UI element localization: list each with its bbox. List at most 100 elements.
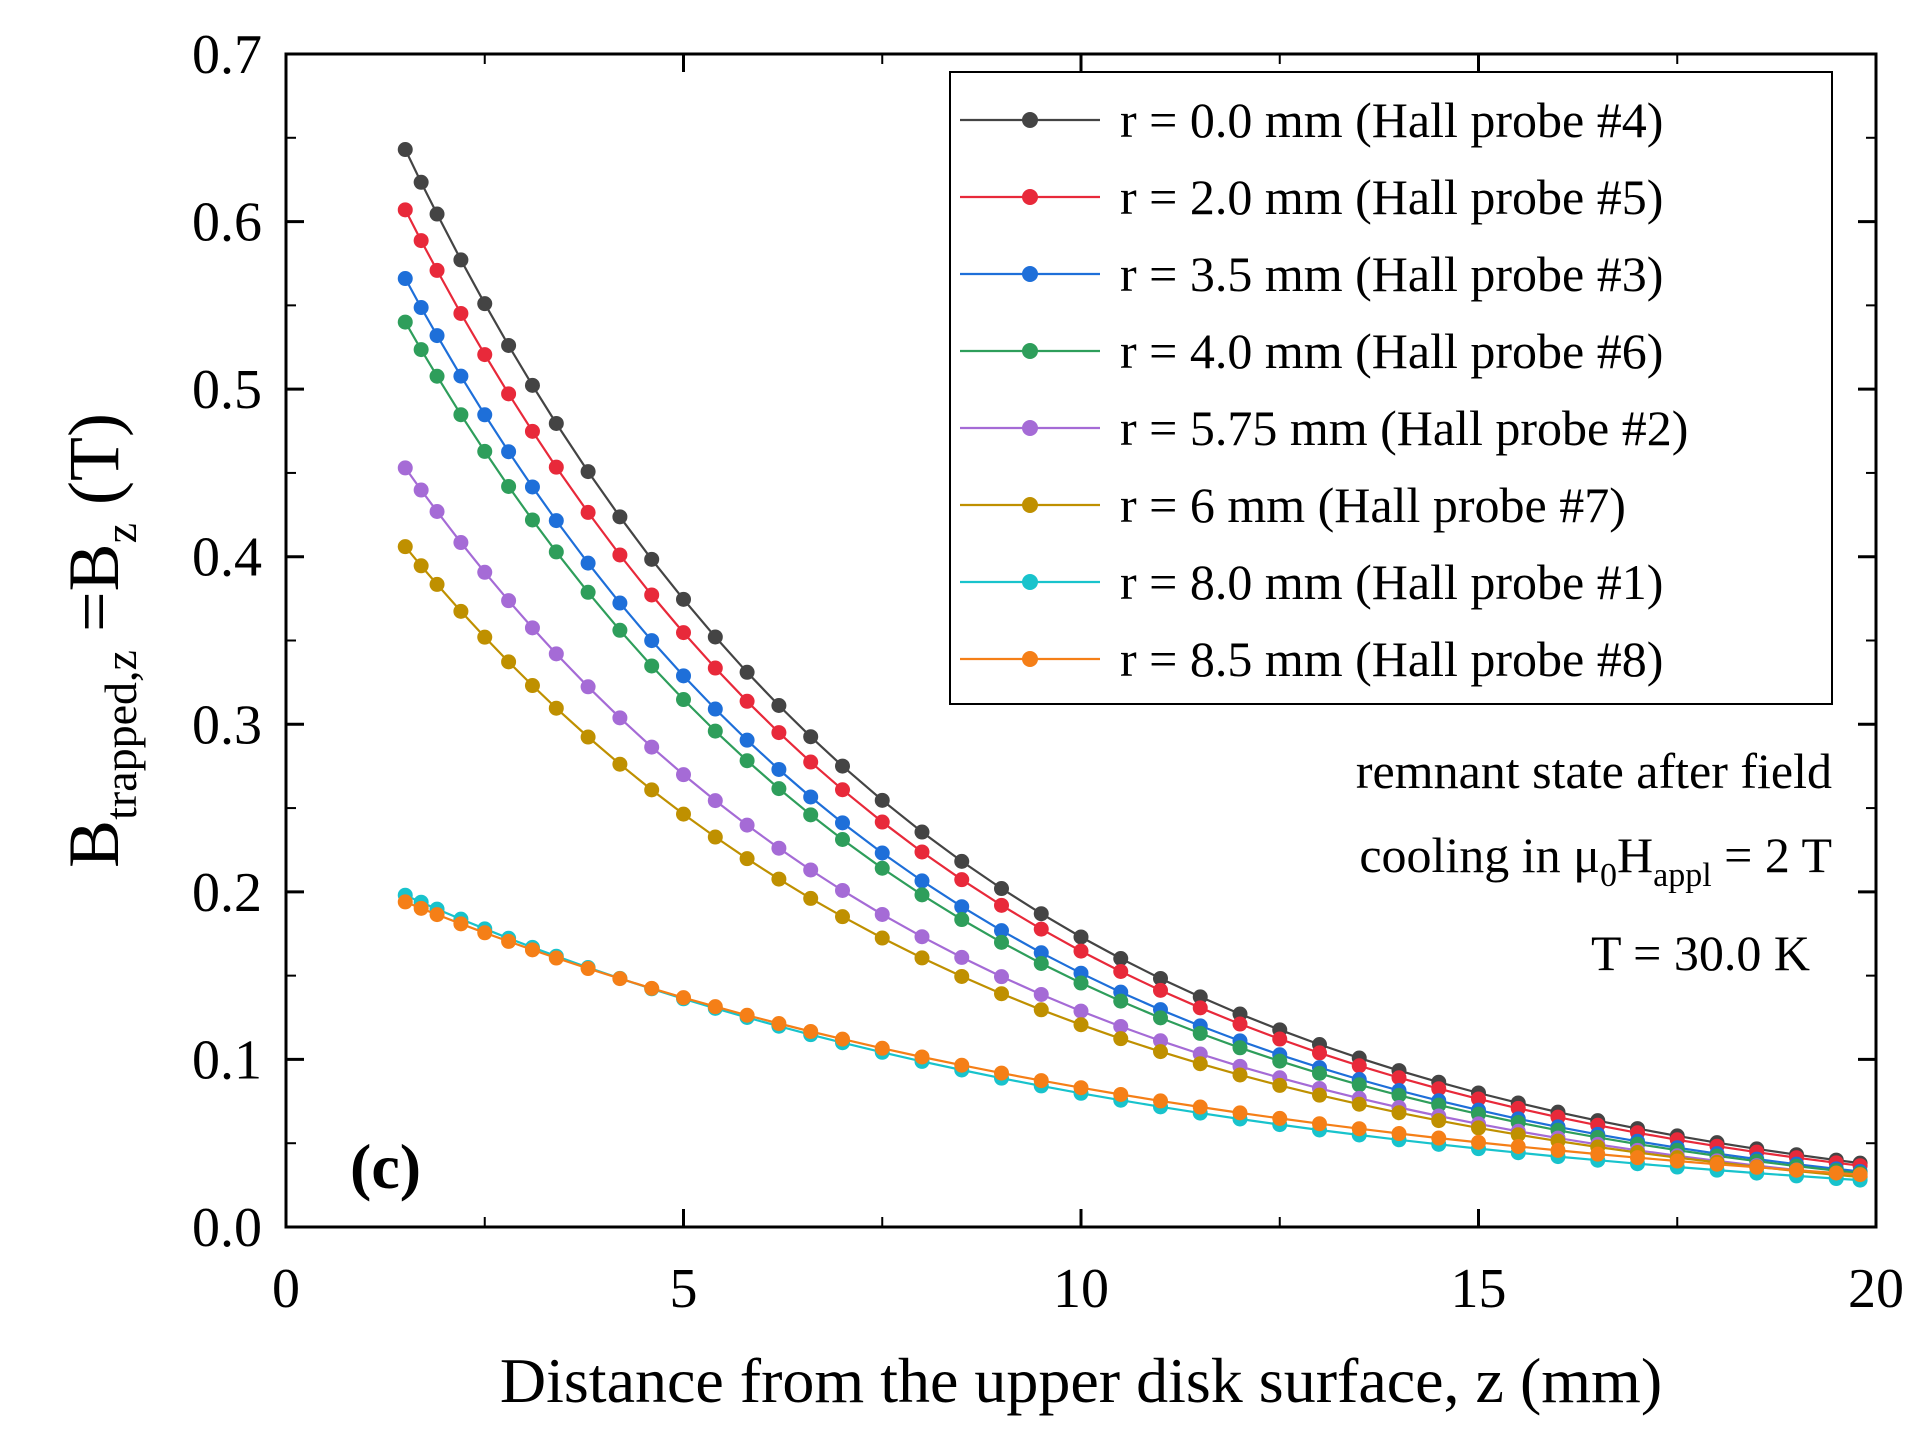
x-tick-label: 20 xyxy=(1848,1258,1904,1320)
data-point xyxy=(1312,1065,1327,1081)
data-point xyxy=(1073,929,1089,945)
data-point xyxy=(914,824,930,840)
data-point xyxy=(580,961,596,977)
series-8 xyxy=(397,894,1868,1183)
data-point xyxy=(914,1049,930,1065)
y-tick-label: 0.1 xyxy=(192,1029,262,1091)
data-point xyxy=(835,1031,850,1047)
data-point xyxy=(397,142,413,158)
annotation-line-3: T = 30.0 K xyxy=(1591,925,1810,981)
data-point xyxy=(739,732,755,748)
data-point xyxy=(1232,1040,1248,1056)
data-point xyxy=(1153,1010,1168,1026)
legend-label: r = 3.5 mm (Hall probe #3) xyxy=(1120,246,1663,302)
data-point xyxy=(477,443,493,459)
data-point xyxy=(914,844,930,860)
data-point xyxy=(580,584,596,600)
data-point xyxy=(803,862,819,878)
data-point xyxy=(644,658,660,674)
data-point xyxy=(707,999,723,1015)
y-axis-title: Btrapped,z =Bz (T) xyxy=(54,413,146,868)
legend-swatch-marker xyxy=(1022,266,1038,282)
data-point xyxy=(771,761,787,777)
data-point xyxy=(954,899,970,915)
data-point xyxy=(453,916,469,932)
data-point xyxy=(1471,1120,1486,1136)
data-point xyxy=(453,368,469,384)
y-tick-label: 0.2 xyxy=(192,862,262,924)
data-point xyxy=(501,478,517,494)
data-point xyxy=(1033,1002,1049,1018)
data-point xyxy=(1749,1159,1765,1175)
data-point xyxy=(1590,1146,1606,1162)
data-point xyxy=(580,555,596,571)
data-point xyxy=(1431,1113,1447,1129)
legend-item: r = 0.0 mm (Hall probe #4) xyxy=(960,92,1663,148)
data-point xyxy=(644,782,660,798)
data-point xyxy=(644,587,660,603)
data-point xyxy=(548,950,564,966)
data-point xyxy=(548,415,564,431)
data-point xyxy=(612,971,628,987)
data-point xyxy=(1153,1044,1168,1060)
data-point xyxy=(501,593,517,609)
data-point xyxy=(835,832,850,848)
data-point xyxy=(771,725,787,741)
data-point xyxy=(835,909,850,925)
data-point xyxy=(477,629,493,645)
data-point xyxy=(1312,1116,1327,1132)
data-point xyxy=(874,930,890,946)
data-point xyxy=(874,1040,890,1056)
data-point xyxy=(1153,1093,1168,1109)
y-tick-label: 0.4 xyxy=(192,527,262,589)
data-point xyxy=(1073,1003,1089,1019)
annotation: remnant state after field cooling in μ0H… xyxy=(1356,743,1832,981)
data-point xyxy=(739,817,755,833)
annotation-line-1: remnant state after field xyxy=(1356,743,1832,799)
data-point xyxy=(954,912,970,928)
legend-label: r = 0.0 mm (Hall probe #4) xyxy=(1120,92,1663,148)
data-point xyxy=(676,767,691,783)
data-point xyxy=(477,925,493,941)
data-point xyxy=(1073,975,1089,991)
data-point xyxy=(1033,955,1049,971)
data-point xyxy=(994,986,1009,1002)
legend-label: r = 6 mm (Hall probe #7) xyxy=(1120,477,1626,533)
data-point xyxy=(1113,1086,1129,1102)
data-point xyxy=(1272,1077,1288,1093)
data-point xyxy=(1232,1105,1248,1121)
data-point xyxy=(803,807,819,823)
data-point xyxy=(453,305,469,321)
legend-label: r = 4.0 mm (Hall probe #6) xyxy=(1120,323,1663,379)
data-point xyxy=(707,629,723,645)
data-point xyxy=(477,296,493,312)
y-tick-label: 0.6 xyxy=(192,192,262,254)
data-point xyxy=(771,1016,787,1032)
data-point xyxy=(1073,1080,1089,1096)
data-point xyxy=(1192,1099,1208,1115)
data-point xyxy=(1351,1058,1367,1074)
data-point xyxy=(453,535,469,551)
legend-swatch-marker xyxy=(1022,651,1038,667)
data-point xyxy=(1232,1016,1248,1032)
data-point xyxy=(524,377,540,393)
data-point xyxy=(994,934,1009,950)
legend-item: r = 8.0 mm (Hall probe #1) xyxy=(960,554,1663,610)
data-point xyxy=(914,873,930,889)
data-point xyxy=(707,829,723,845)
legend-label: r = 8.0 mm (Hall probe #1) xyxy=(1120,554,1663,610)
data-point xyxy=(413,174,429,190)
data-point xyxy=(413,558,429,574)
data-point xyxy=(954,872,970,888)
data-point xyxy=(1351,1077,1367,1093)
data-point xyxy=(1033,1073,1049,1089)
legend-label: r = 8.5 mm (Hall probe #8) xyxy=(1120,631,1663,687)
data-point xyxy=(501,933,517,949)
data-point xyxy=(453,407,469,423)
data-point xyxy=(803,1023,819,1039)
data-point xyxy=(739,693,755,709)
tick-layer: 0 5 10 15 20 0.0 0.1 0.2 0.3 0.4 0.5 0.6 0.7 xyxy=(192,24,1904,1320)
data-point xyxy=(1312,1087,1327,1103)
legend-item: r = 3.5 mm (Hall probe #3) xyxy=(960,246,1663,302)
data-point xyxy=(1232,1067,1248,1083)
